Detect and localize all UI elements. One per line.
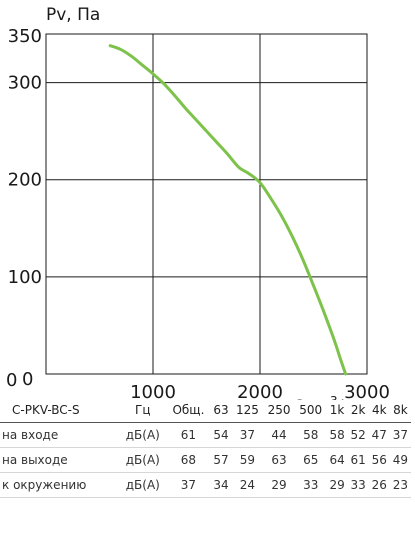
band-header: 500 xyxy=(294,398,327,423)
table-cell: 23 xyxy=(389,472,411,498)
table-cell: 61 xyxy=(166,422,211,448)
table-cell: 59 xyxy=(231,447,264,473)
row-label: на входе xyxy=(0,422,120,448)
x-origin-label: 0 xyxy=(6,370,17,391)
table-cell: 44 xyxy=(263,422,295,448)
row-label: к окружению xyxy=(0,472,120,498)
band-header: 63 xyxy=(210,398,232,423)
x-tick-label: 1000 xyxy=(130,382,176,400)
model-name: C-PKV-BC-S xyxy=(0,398,120,423)
y-tick-label: 300 xyxy=(8,73,42,94)
plot-frame xyxy=(45,33,368,375)
band-header: 250 xyxy=(263,398,295,423)
band-header: 1k xyxy=(326,398,348,423)
table-cell: 37 xyxy=(389,422,411,448)
grid-lines xyxy=(45,33,368,375)
table-row: к окружению дБ(А) 37 34 24 29 33 29 33 26 23 xyxy=(0,472,411,498)
table-row: на выходе дБ(А) 68 57 59 63 65 64 61 56 49 xyxy=(0,447,411,473)
table-cell: 52 xyxy=(347,422,369,448)
row-unit: дБ(А) xyxy=(119,447,167,473)
table-cell: 33 xyxy=(347,472,369,498)
y-tick-label: 0 xyxy=(22,369,33,390)
table-row: на входе дБ(А) 61 54 37 44 58 58 52 47 37 xyxy=(0,422,411,448)
table-cell: 65 xyxy=(294,447,327,473)
table-cell: 47 xyxy=(368,422,390,448)
table-cell: 58 xyxy=(294,422,327,448)
table-cell: 26 xyxy=(368,472,390,498)
table-cell: 64 xyxy=(326,447,348,473)
band-header: 2k xyxy=(347,398,369,423)
table-cell: 63 xyxy=(263,447,295,473)
series-layer xyxy=(108,44,348,376)
table-cell: 49 xyxy=(389,447,411,473)
table-cell: 58 xyxy=(326,422,348,448)
row-unit: дБ(А) xyxy=(119,472,167,498)
y-tick-labels: 0 100 200 300 350 xyxy=(8,26,42,390)
y-tick-label: 200 xyxy=(8,170,42,191)
row-unit: дБ(А) xyxy=(119,422,167,448)
band-header: 8k xyxy=(389,398,411,423)
table-cell: 56 xyxy=(368,447,390,473)
band-header: Общ. xyxy=(166,398,211,423)
table-cell: 29 xyxy=(263,472,295,498)
table-cell: 57 xyxy=(210,447,232,473)
table-body: на входе дБ(А) 61 54 37 44 58 58 52 47 37 на выходе… xyxy=(0,422,411,498)
table-header-row: C-PKV-BC-S Гц Общ. 63 125 250 500 1k 2k 4k 8k xyxy=(0,398,411,423)
table-cell: 37 xyxy=(231,422,264,448)
table-cell: 68 xyxy=(166,447,211,473)
y-axis-title: Pv, Па xyxy=(46,5,100,25)
x-tick-label: 3000 xyxy=(344,382,390,400)
band-header: 4k xyxy=(368,398,390,423)
table-cell: 37 xyxy=(166,472,211,498)
x-tick-labels: 1000 2000 3000 xyxy=(130,382,390,400)
y-tick-label: 350 xyxy=(8,26,42,47)
band-header: 125 xyxy=(231,398,264,423)
y-tick-label: 100 xyxy=(8,267,42,288)
performance-curve xyxy=(108,44,348,376)
table-cell: 29 xyxy=(326,472,348,498)
unit-header: Гц xyxy=(119,398,167,423)
table-cell: 24 xyxy=(231,472,264,498)
table-cell: 34 xyxy=(210,472,232,498)
x-tick-label: 2000 xyxy=(237,382,283,400)
noise-table: C-PKV-BC-S Гц Общ. 63 125 250 500 1k 2k 4k 8k на… xyxy=(0,398,411,498)
row-label: на выходе xyxy=(0,447,120,473)
table-cell: 33 xyxy=(294,472,327,498)
table-cell: 54 xyxy=(210,422,232,448)
table-cell: 61 xyxy=(347,447,369,473)
